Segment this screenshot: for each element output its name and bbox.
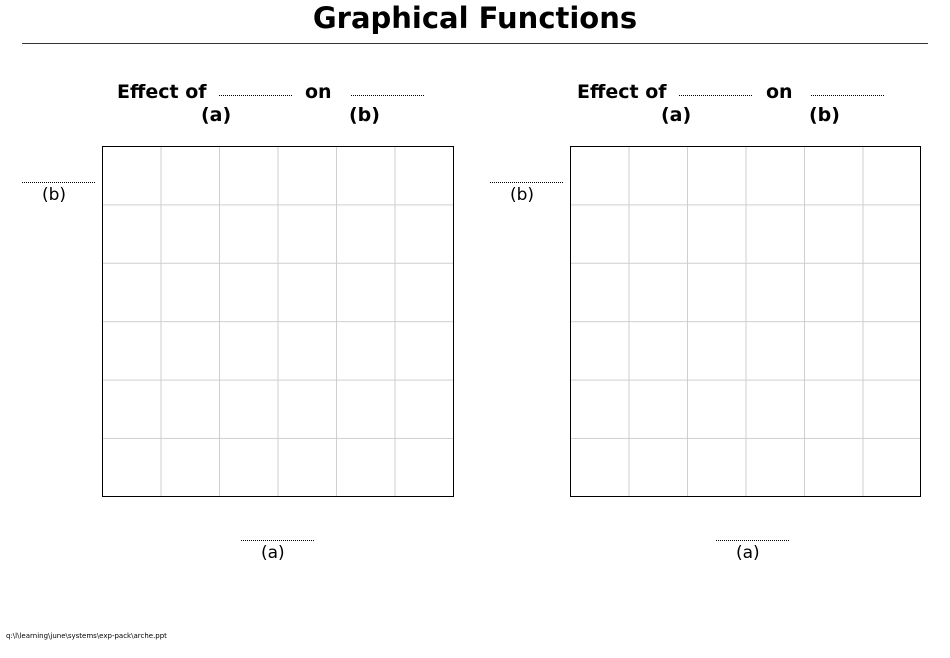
cause-variable-label: (a) xyxy=(661,104,692,126)
on-label: on xyxy=(766,81,793,103)
graph-grid xyxy=(570,146,921,497)
x-axis-blank-line xyxy=(716,540,789,541)
cause-variable-label: (a) xyxy=(201,104,232,126)
graph-grid xyxy=(102,146,454,497)
effect-of-label: Effect of xyxy=(117,81,207,103)
file-path-footer: q:\l\learning\june\systems\exp-pack\arch… xyxy=(6,632,167,640)
x-axis-label: (a) xyxy=(261,543,285,563)
effect-blank-line xyxy=(811,95,884,96)
y-axis-blank-line xyxy=(22,182,95,183)
effect-blank-line xyxy=(351,95,424,96)
y-axis-blank-line xyxy=(490,182,563,183)
page-title: Graphical Functions xyxy=(312,1,638,35)
on-label: on xyxy=(305,81,332,103)
graph-panel-left: Effect of on (a) (b) (b) (a) xyxy=(0,0,475,600)
cause-blank-line xyxy=(679,95,752,96)
x-axis-label: (a) xyxy=(736,543,760,563)
x-axis-blank-line xyxy=(241,540,314,541)
effect-variable-label: (b) xyxy=(809,104,840,126)
title-divider xyxy=(22,43,928,44)
y-axis-label: (b) xyxy=(42,185,67,205)
effect-variable-label: (b) xyxy=(349,104,380,126)
effect-of-label: Effect of xyxy=(577,81,667,103)
cause-blank-line xyxy=(219,95,292,96)
y-axis-label: (b) xyxy=(510,185,535,205)
graph-panel-right: Effect of on (a) (b) (b) (a) xyxy=(468,0,943,600)
